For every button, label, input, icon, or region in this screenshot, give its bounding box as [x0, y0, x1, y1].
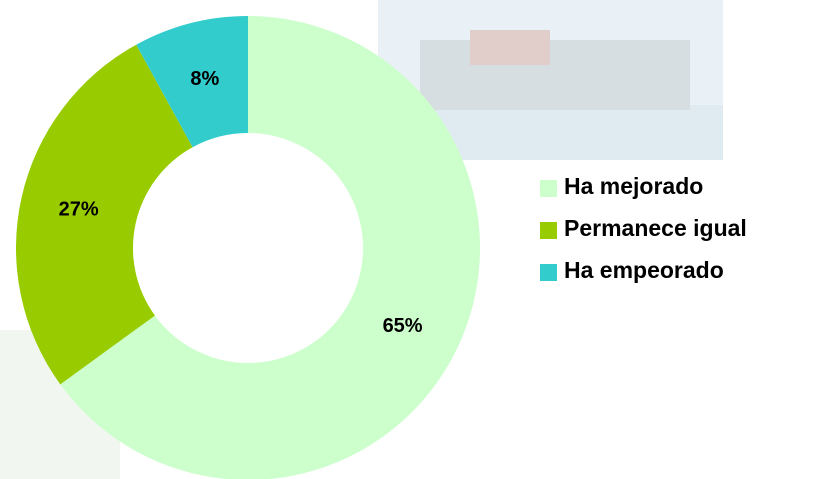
legend-label: Ha empeorado	[564, 257, 724, 283]
legend-label: Permanece igual	[564, 215, 747, 241]
legend-swatch	[540, 264, 557, 281]
data-label: 8%	[190, 68, 219, 90]
legend-swatch	[540, 180, 557, 197]
chart: 65% 27% 8% Ha mejorado Permanece igual Ha emp…	[0, 0, 814, 479]
data-label: 65%	[383, 315, 423, 337]
legend-label: Ha mejorado	[564, 173, 703, 199]
legend-swatch	[540, 222, 557, 239]
data-label: 27%	[59, 198, 99, 220]
